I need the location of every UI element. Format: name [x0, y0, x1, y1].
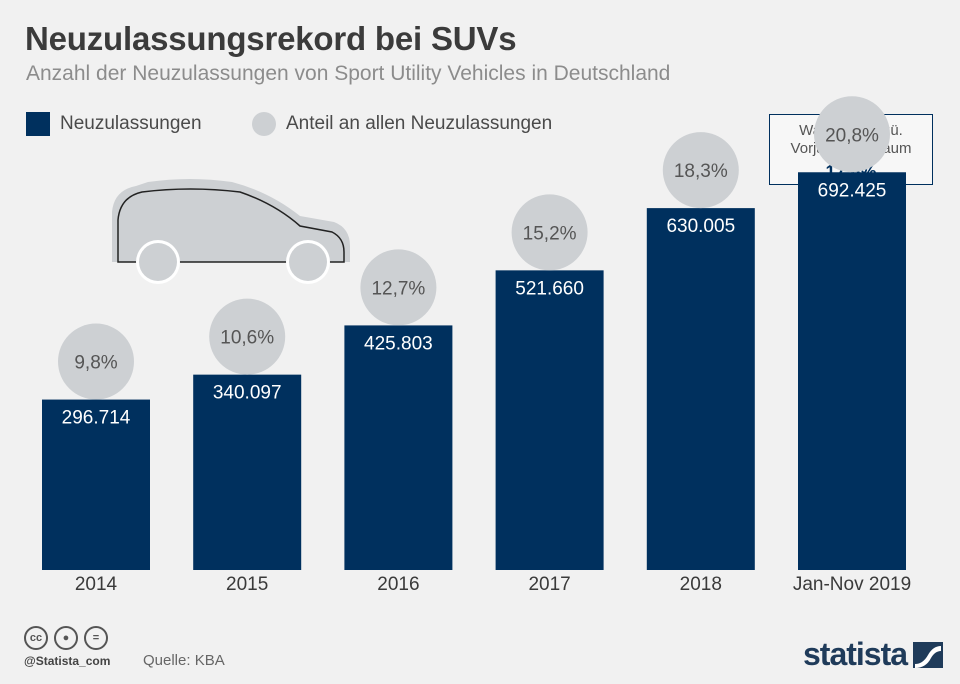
- brand-text: statista: [803, 636, 908, 672]
- bar-value-label-2: 425.803: [364, 333, 433, 354]
- x-tick-label-3: 2017: [528, 574, 570, 595]
- x-tick-label-0: 2014: [75, 574, 118, 595]
- legend-label-circles: Anteil an allen Neuzulassungen: [286, 113, 553, 134]
- bar-value-label-3: 521.660: [515, 278, 584, 299]
- legend-swatch-square: [26, 112, 50, 136]
- x-tick-label-2: 2016: [377, 574, 419, 595]
- share-circle-3: [511, 194, 588, 271]
- cc-icon: cc: [24, 626, 48, 650]
- x-tick-label-4: 2018: [680, 574, 722, 595]
- chart-title: Neuzulassungsrekord bei SUVs: [25, 20, 517, 57]
- share-circle-4: [662, 132, 739, 209]
- social-handle[interactable]: @Statista_com: [24, 654, 111, 668]
- bar-value-label-5: 692.425: [818, 180, 887, 201]
- brand-logo[interactable]: statista: [803, 636, 944, 673]
- bar-value-label-1: 340.097: [213, 383, 282, 404]
- by-icon: ●: [54, 626, 78, 650]
- share-label-2: 12,7%: [371, 278, 425, 299]
- legend-item-circles: Anteil an allen Neuzulassungen: [252, 112, 552, 136]
- share-circle-5: [814, 96, 890, 173]
- legend-label-bars: Neuzulassungen: [60, 113, 202, 134]
- share-label-5: 20,8%: [825, 125, 879, 146]
- bar-5: [798, 172, 906, 571]
- bar-1: [193, 374, 302, 570]
- chart-subtitle: Anzahl der Neuzulassungen von Sport Util…: [26, 62, 671, 85]
- nd-icon: =: [84, 626, 108, 650]
- bar-0: [42, 399, 150, 570]
- legend-item-bars: Neuzulassungen: [26, 112, 202, 136]
- bar-3: [495, 270, 604, 570]
- share-circle-2: [360, 249, 437, 326]
- share-label-4: 18,3%: [674, 161, 728, 182]
- share-circle-0: [58, 323, 134, 400]
- bar-value-label-0: 296.714: [62, 408, 131, 429]
- legend-swatch-circle: [252, 112, 276, 136]
- source-note: Quelle: KBA: [143, 652, 225, 669]
- share-label-0: 9,8%: [74, 353, 117, 374]
- x-tick-label-5: Jan-Nov 2019: [793, 574, 911, 595]
- share-label-1: 10,6%: [220, 328, 274, 349]
- bar-2: [344, 325, 453, 570]
- share-circle-1: [209, 298, 286, 375]
- bar-4: [646, 208, 755, 570]
- car-silhouette-icon: [112, 179, 350, 284]
- share-label-3: 15,2%: [523, 223, 577, 244]
- statista-logo-icon: [913, 641, 944, 668]
- x-tick-label-1: 2015: [226, 574, 268, 595]
- bar-value-label-4: 630.005: [666, 216, 735, 237]
- license-icons: cc ● =: [24, 626, 108, 650]
